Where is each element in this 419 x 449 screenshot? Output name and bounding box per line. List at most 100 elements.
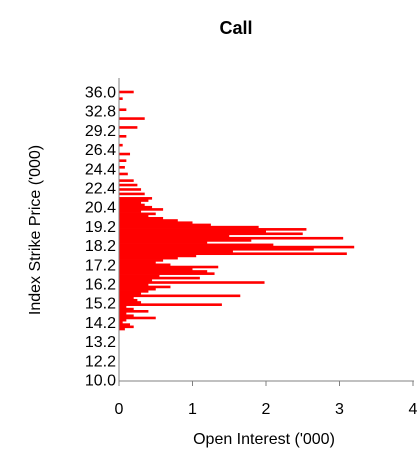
bar-strike-23 bbox=[119, 234, 230, 238]
bar-strike-32 bbox=[119, 135, 127, 138]
bar-strike-15-2 bbox=[119, 321, 123, 324]
bar-strike-22-6 bbox=[119, 239, 252, 242]
bar-strike-23-4 bbox=[119, 230, 266, 233]
bar-strike-33-6 bbox=[119, 117, 145, 120]
bar-strike-16-6 bbox=[119, 305, 127, 309]
x-tick-label: 4 bbox=[409, 401, 418, 418]
bar-strike-20-6 bbox=[119, 261, 156, 264]
bar-strike-21-4 bbox=[119, 252, 347, 256]
bar-strike-18-8 bbox=[119, 281, 265, 284]
y-tick-label: 24.4 bbox=[85, 161, 116, 178]
bar-strike-14-8 bbox=[119, 325, 134, 329]
y-tick-label: 32.8 bbox=[85, 104, 116, 121]
bar-strike-27-6 bbox=[119, 183, 138, 187]
bar-strike-24-2 bbox=[119, 221, 193, 225]
bar-strike-19 bbox=[119, 279, 153, 282]
bar-strike-21-6 bbox=[119, 250, 233, 253]
bar-strike-24 bbox=[119, 223, 211, 227]
bar-strike-17 bbox=[119, 301, 142, 304]
bar-strike-26-2 bbox=[119, 199, 149, 202]
bar-strike-32-8 bbox=[119, 126, 138, 129]
y-tick-label: 29.2 bbox=[85, 123, 116, 140]
bar-strike-17-6 bbox=[119, 294, 241, 298]
bar-strike-19-4 bbox=[119, 274, 160, 278]
bar-strike-22-4 bbox=[119, 241, 208, 244]
bar-strike-31-2 bbox=[119, 143, 123, 147]
bar-strike-25-4 bbox=[119, 208, 164, 211]
bar-strike-28 bbox=[119, 179, 134, 182]
y-tick-label: 19.2 bbox=[85, 219, 116, 236]
bar-strike-18-2 bbox=[119, 287, 156, 291]
bar-strike-23-2 bbox=[119, 232, 303, 236]
y-tick-label: 13.2 bbox=[85, 334, 116, 351]
x-axis-label: Open Interest ('000) bbox=[193, 431, 335, 448]
bar-strike-26-4 bbox=[119, 197, 153, 200]
bar-strike-29-8 bbox=[119, 159, 127, 162]
y-tick-label: 10.0 bbox=[85, 373, 116, 390]
bar-strike-23-8 bbox=[119, 225, 259, 229]
bar-strike-18 bbox=[119, 290, 149, 293]
bar-strike-16-4 bbox=[119, 307, 134, 311]
bar-strike-22-8 bbox=[119, 236, 344, 240]
y-tick-label: 18.2 bbox=[85, 238, 116, 255]
bar-strike-16 bbox=[119, 312, 127, 315]
bar-strike-27-2 bbox=[119, 188, 142, 191]
bar-strike-19-2 bbox=[119, 276, 200, 280]
chart-title: Call bbox=[219, 18, 252, 38]
bar-strike-24-4 bbox=[119, 219, 178, 222]
bar-strike-21-8 bbox=[119, 247, 314, 251]
bar-strike-15 bbox=[119, 323, 131, 326]
bar-strike-21-2 bbox=[119, 254, 197, 258]
y-tick-label: 36.0 bbox=[85, 85, 116, 102]
bar-strike-20-4 bbox=[119, 263, 171, 267]
bar-strike-17-8 bbox=[119, 292, 142, 295]
y-tick-label: 15.2 bbox=[85, 296, 116, 313]
y-tick-label: 16.2 bbox=[85, 277, 116, 294]
y-tick-label: 26.4 bbox=[85, 142, 116, 159]
y-tick-label: 22.4 bbox=[85, 181, 116, 198]
bar-strike-28-6 bbox=[119, 172, 128, 176]
bar-strike-29-2 bbox=[119, 166, 125, 169]
bar-strike-24-6 bbox=[119, 216, 164, 220]
x-ticks: 0 1 2 3 4 bbox=[115, 381, 418, 418]
bar-strike-14-6 bbox=[119, 327, 125, 331]
bar-strike-16-8 bbox=[119, 303, 222, 306]
y-tick-label: 20.4 bbox=[85, 200, 116, 217]
x-tick-label: 2 bbox=[262, 401, 271, 418]
bar-strike-25-6 bbox=[119, 205, 153, 209]
bar-strike-17-2 bbox=[119, 298, 138, 302]
bar-strike-22-2 bbox=[119, 243, 274, 247]
bar-strike-23-6 bbox=[119, 228, 307, 231]
bar-strike-18-6 bbox=[119, 283, 149, 287]
y-tick-label: 14.2 bbox=[85, 315, 116, 332]
bar-strike-35-4 bbox=[119, 97, 123, 100]
x-tick-label: 0 bbox=[115, 401, 124, 418]
bar-strike-19-8 bbox=[119, 270, 208, 273]
bar-strike-17-4 bbox=[119, 296, 134, 300]
bars bbox=[119, 90, 355, 331]
x-tick-label: 3 bbox=[335, 401, 344, 418]
bar-strike-18-4 bbox=[119, 285, 171, 289]
bar-strike-21 bbox=[119, 256, 178, 260]
bar-strike-26-8 bbox=[119, 192, 145, 196]
bar-strike-16-2 bbox=[119, 310, 149, 313]
y-tick-label: 12.2 bbox=[85, 353, 116, 370]
bar-strike-24-8 bbox=[119, 214, 149, 218]
bar-strike-36 bbox=[119, 90, 134, 94]
y-tick-label: 17.2 bbox=[85, 257, 116, 274]
bar-strike-15-4 bbox=[119, 318, 127, 322]
bar-strike-25 bbox=[119, 212, 156, 216]
y-axis-label: Index Strike Price ('000) bbox=[27, 145, 44, 315]
bar-strike-20-2 bbox=[119, 265, 219, 269]
bar-strike-20-8 bbox=[119, 259, 164, 262]
bar-strike-34-4 bbox=[119, 108, 127, 112]
bar-strike-15-6 bbox=[119, 316, 156, 320]
bar-strike-25-2 bbox=[119, 210, 142, 213]
x-tick-label: 1 bbox=[188, 401, 197, 418]
bar-strike-20 bbox=[119, 267, 193, 271]
bar-strike-30-4 bbox=[119, 152, 131, 156]
y-ticks: 36.0 32.8 29.2 26.4 24.4 22.4 20.4 19.2 18.2 17.2… bbox=[85, 85, 116, 390]
bar-strike-22 bbox=[119, 245, 355, 249]
bar-strike-25-8 bbox=[119, 203, 145, 207]
